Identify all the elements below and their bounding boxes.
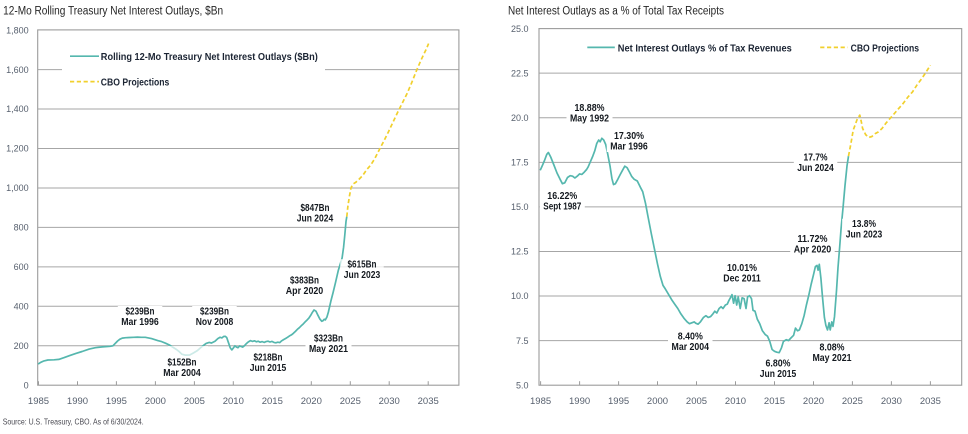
svg-text:1,600: 1,600 bbox=[6, 65, 29, 75]
svg-text:400: 400 bbox=[14, 302, 29, 312]
svg-text:May 2021: May 2021 bbox=[309, 344, 348, 355]
svg-text:Mar 2004: Mar 2004 bbox=[672, 342, 710, 353]
svg-text:2035: 2035 bbox=[418, 396, 439, 407]
svg-text:Apr 2020: Apr 2020 bbox=[794, 245, 832, 256]
svg-text:13.8%: 13.8% bbox=[852, 219, 876, 230]
svg-text:Dec 2011: Dec 2011 bbox=[723, 274, 761, 285]
svg-text:2000: 2000 bbox=[145, 396, 166, 407]
svg-text:Nov 2008: Nov 2008 bbox=[196, 317, 234, 328]
svg-text:Jun 2024: Jun 2024 bbox=[797, 163, 834, 174]
svg-text:17.5: 17.5 bbox=[511, 158, 529, 168]
svg-text:25.0: 25.0 bbox=[511, 24, 529, 34]
svg-text:1995: 1995 bbox=[608, 396, 629, 407]
svg-text:2005: 2005 bbox=[686, 396, 707, 407]
svg-text:May 2021: May 2021 bbox=[813, 353, 852, 364]
svg-text:$218Bn: $218Bn bbox=[254, 353, 283, 364]
svg-text:Jun 2023: Jun 2023 bbox=[846, 229, 883, 240]
svg-text:2035: 2035 bbox=[920, 396, 941, 407]
svg-text:20.0: 20.0 bbox=[511, 113, 529, 123]
svg-text:2025: 2025 bbox=[340, 396, 361, 407]
svg-text:2005: 2005 bbox=[184, 396, 205, 407]
svg-text:7.5: 7.5 bbox=[516, 336, 529, 346]
svg-text:$847Bn: $847Bn bbox=[301, 203, 330, 214]
svg-text:CBO Projections: CBO Projections bbox=[851, 44, 920, 55]
svg-text:2000: 2000 bbox=[647, 396, 668, 407]
svg-text:CBO Projections: CBO Projections bbox=[101, 77, 170, 88]
svg-text:8.08%: 8.08% bbox=[820, 343, 845, 354]
svg-text:2020: 2020 bbox=[301, 396, 322, 407]
svg-text:1990: 1990 bbox=[67, 396, 88, 407]
svg-text:2010: 2010 bbox=[725, 396, 746, 407]
svg-text:Net Interest Outlays as a % of: Net Interest Outlays as a % of Total Tax… bbox=[508, 6, 724, 18]
svg-text:1,400: 1,400 bbox=[6, 104, 29, 114]
svg-text:15.0: 15.0 bbox=[511, 202, 529, 212]
svg-text:18.88%: 18.88% bbox=[575, 103, 605, 114]
svg-text:2030: 2030 bbox=[379, 396, 400, 407]
svg-text:Rolling 12-Mo Treasury Net Int: Rolling 12-Mo Treasury Net Interest Outl… bbox=[101, 52, 318, 63]
svg-text:800: 800 bbox=[14, 223, 29, 233]
svg-text:1,200: 1,200 bbox=[6, 144, 29, 154]
svg-text:Apr 2020: Apr 2020 bbox=[286, 286, 324, 297]
svg-text:11.72%: 11.72% bbox=[798, 234, 828, 245]
svg-text:Jun 2015: Jun 2015 bbox=[250, 363, 287, 374]
svg-text:200: 200 bbox=[14, 341, 29, 351]
svg-text:10.01%: 10.01% bbox=[727, 263, 757, 274]
svg-text:5.0: 5.0 bbox=[516, 380, 529, 390]
svg-text:12-Mo Rolling Treasury Net Int: 12-Mo Rolling Treasury Net Interest Outl… bbox=[3, 6, 223, 18]
svg-text:6.80%: 6.80% bbox=[766, 359, 791, 370]
svg-text:May 1992: May 1992 bbox=[570, 114, 609, 125]
svg-text:2020: 2020 bbox=[803, 396, 824, 407]
svg-text:1990: 1990 bbox=[569, 396, 590, 407]
svg-text:2025: 2025 bbox=[842, 396, 863, 407]
svg-text:Mar 1996: Mar 1996 bbox=[121, 317, 159, 328]
svg-text:600: 600 bbox=[14, 262, 29, 272]
svg-text:$239Bn: $239Bn bbox=[200, 306, 229, 317]
svg-text:$323Bn: $323Bn bbox=[314, 333, 343, 344]
svg-text:1,000: 1,000 bbox=[6, 183, 29, 193]
svg-text:$152Bn: $152Bn bbox=[168, 358, 197, 369]
svg-text:10.0: 10.0 bbox=[511, 291, 529, 301]
svg-text:2030: 2030 bbox=[881, 396, 902, 407]
svg-text:2015: 2015 bbox=[262, 396, 283, 407]
svg-text:$615Bn: $615Bn bbox=[348, 260, 377, 271]
svg-text:Mar 1996: Mar 1996 bbox=[610, 141, 648, 152]
svg-text:1995: 1995 bbox=[106, 396, 127, 407]
svg-text:16.22%: 16.22% bbox=[547, 191, 577, 202]
svg-text:Mar 2004: Mar 2004 bbox=[163, 368, 201, 379]
svg-text:Jun 2023: Jun 2023 bbox=[344, 270, 381, 281]
svg-text:$383Bn: $383Bn bbox=[290, 275, 319, 286]
svg-text:22.5: 22.5 bbox=[511, 68, 529, 78]
svg-text:2015: 2015 bbox=[764, 396, 785, 407]
svg-text:12.5: 12.5 bbox=[511, 247, 529, 257]
svg-text:Jun 2024: Jun 2024 bbox=[297, 214, 334, 225]
svg-text:1985: 1985 bbox=[28, 396, 49, 407]
svg-text:2010: 2010 bbox=[223, 396, 244, 407]
svg-text:Sept 1987: Sept 1987 bbox=[543, 202, 581, 213]
svg-text:1985: 1985 bbox=[530, 396, 551, 407]
svg-text:8.40%: 8.40% bbox=[678, 332, 703, 343]
svg-text:$239Bn: $239Bn bbox=[126, 306, 155, 317]
svg-text:0: 0 bbox=[24, 380, 29, 390]
svg-text:Source: U.S. Treasury, CBO. As: Source: U.S. Treasury, CBO. As of 6/30/2… bbox=[3, 417, 144, 427]
svg-text:Jun 2015: Jun 2015 bbox=[760, 369, 797, 380]
svg-text:1,800: 1,800 bbox=[6, 25, 29, 35]
svg-text:17.30%: 17.30% bbox=[614, 131, 644, 142]
svg-text:Net Interest Outlays % of Tax: Net Interest Outlays % of Tax Revenues bbox=[618, 44, 792, 55]
svg-text:17.7%: 17.7% bbox=[804, 153, 828, 164]
